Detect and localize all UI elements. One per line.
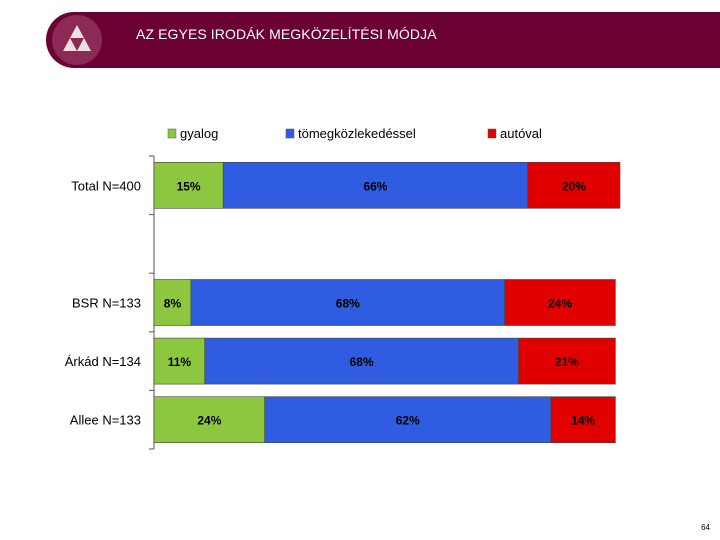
bar-row2-seg1 xyxy=(190,279,505,326)
bar-row2-seg0 xyxy=(153,279,192,326)
legend-swatch-1 xyxy=(285,128,295,139)
page-title: AZ EGYES IRODÁK MEGKÖZELÍTÉSI MÓDJA xyxy=(136,26,437,42)
data-label-row3-seg0: 11% xyxy=(168,355,192,369)
bar-row4-seg2 xyxy=(550,396,616,444)
logo xyxy=(52,15,102,65)
bar-row3-seg2 xyxy=(518,337,616,385)
legend-swatch-2 xyxy=(487,128,497,139)
data-label-row2-seg1: 68% xyxy=(336,297,360,311)
row-label-2: BSR N=133 xyxy=(72,296,141,311)
triforce-logo-icon xyxy=(63,25,91,51)
data-label-row4-seg2: 14% xyxy=(571,414,595,428)
legend-label-0: gyalog xyxy=(180,126,218,141)
data-label-row2-seg0: 8% xyxy=(164,297,182,311)
row-label-4: Allee N=133 xyxy=(70,413,141,428)
bar-row3-seg0 xyxy=(153,337,206,385)
data-label-row3-seg1: 68% xyxy=(350,355,374,369)
bar-row4-seg0 xyxy=(153,396,266,444)
bar-row4-seg1 xyxy=(264,396,552,444)
data-label-row0-seg0: 15% xyxy=(177,179,201,193)
data-label-row0-seg1: 66% xyxy=(363,179,387,193)
header-bar: AZ EGYES IRODÁK MEGKÖZELÍTÉSI MÓDJA xyxy=(46,12,720,68)
data-label-row2-seg2: 24% xyxy=(548,297,572,311)
bar-row0-seg2 xyxy=(527,162,621,209)
data-label-row0-seg2: 20% xyxy=(562,179,586,193)
row-label-0: Total N=400 xyxy=(71,178,141,193)
legend-swatch-0 xyxy=(167,128,177,139)
data-label-row4-seg1: 62% xyxy=(396,414,420,428)
row-label-3: Árkád N=134 xyxy=(65,354,141,369)
legend-label-2: autóval xyxy=(500,126,542,141)
bar-row2-seg2 xyxy=(504,279,616,326)
bar-row0-seg0 xyxy=(153,162,224,209)
page-number: 64 xyxy=(701,523,710,532)
legend-label-1: tömegközlekedéssel xyxy=(298,126,416,141)
data-label-row3-seg2: 21% xyxy=(555,355,579,369)
data-label-row4-seg0: 24% xyxy=(197,414,221,428)
